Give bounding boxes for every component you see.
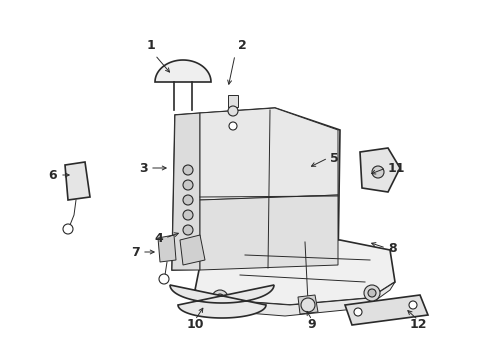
- Circle shape: [183, 180, 193, 190]
- Circle shape: [367, 289, 375, 297]
- Polygon shape: [297, 295, 317, 314]
- Circle shape: [363, 285, 379, 301]
- Text: 5: 5: [329, 152, 338, 165]
- Text: 11: 11: [387, 162, 405, 175]
- Text: 10: 10: [186, 318, 203, 331]
- Text: 2: 2: [238, 39, 246, 52]
- Circle shape: [216, 294, 224, 302]
- Circle shape: [371, 166, 383, 178]
- Text: 4: 4: [154, 231, 163, 244]
- Polygon shape: [172, 113, 200, 270]
- Polygon shape: [158, 235, 176, 262]
- Text: 12: 12: [408, 318, 426, 331]
- Circle shape: [301, 298, 314, 312]
- Polygon shape: [65, 162, 90, 200]
- Text: 6: 6: [48, 168, 57, 181]
- Circle shape: [159, 274, 169, 284]
- Text: 1: 1: [146, 39, 155, 52]
- Circle shape: [183, 210, 193, 220]
- Polygon shape: [155, 60, 210, 82]
- Text: 8: 8: [387, 242, 396, 255]
- Polygon shape: [200, 108, 337, 200]
- Circle shape: [408, 301, 416, 309]
- Circle shape: [353, 308, 361, 316]
- Polygon shape: [227, 95, 238, 107]
- Circle shape: [228, 122, 237, 130]
- Circle shape: [212, 290, 227, 306]
- Polygon shape: [200, 195, 337, 270]
- Circle shape: [63, 224, 73, 234]
- Text: 7: 7: [131, 246, 140, 258]
- Polygon shape: [172, 108, 339, 270]
- Circle shape: [183, 225, 193, 235]
- Circle shape: [227, 106, 238, 116]
- Polygon shape: [180, 235, 204, 265]
- Text: 9: 9: [307, 318, 316, 331]
- Circle shape: [183, 165, 193, 175]
- Polygon shape: [193, 282, 394, 316]
- Polygon shape: [359, 148, 399, 192]
- Polygon shape: [170, 285, 273, 318]
- Circle shape: [183, 195, 193, 205]
- Polygon shape: [195, 238, 394, 305]
- Text: 3: 3: [139, 162, 148, 175]
- Polygon shape: [345, 295, 427, 325]
